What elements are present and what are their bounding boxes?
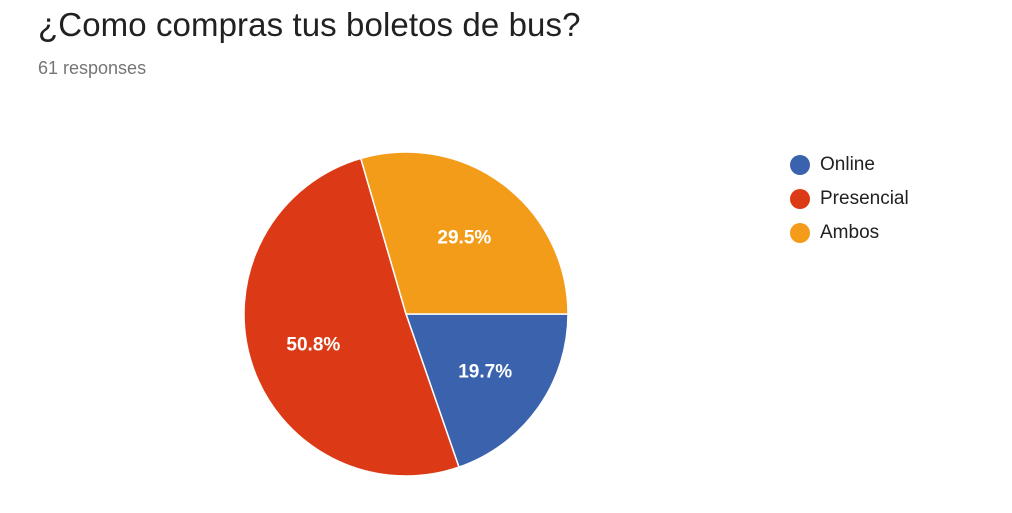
legend-item-online[interactable]: Online <box>790 148 909 182</box>
slice-label-ambos: 29.5% <box>437 227 491 248</box>
legend: Online Presencial Ambos <box>790 148 909 250</box>
slice-label-online: 19.7% <box>458 361 512 382</box>
response-count: 61 responses <box>38 58 147 78</box>
legend-swatch-presencial <box>790 189 810 209</box>
legend-label-online: Online <box>820 154 875 175</box>
legend-swatch-ambos <box>790 223 810 243</box>
legend-swatch-online <box>790 155 810 175</box>
slice-label-presencial: 50.8% <box>286 334 340 355</box>
pie-slice-presencial[interactable] <box>243 157 460 477</box>
legend-item-presencial[interactable]: Presencial <box>790 182 909 216</box>
legend-label-ambos: Ambos <box>820 222 880 243</box>
legend-label-presencial: Presencial <box>820 188 909 209</box>
pie-slice-ambos[interactable] <box>359 151 569 315</box>
chart-title: ¿Como compras tus boletos de bus? <box>38 6 581 43</box>
legend-item-ambos[interactable]: Ambos <box>790 216 909 250</box>
